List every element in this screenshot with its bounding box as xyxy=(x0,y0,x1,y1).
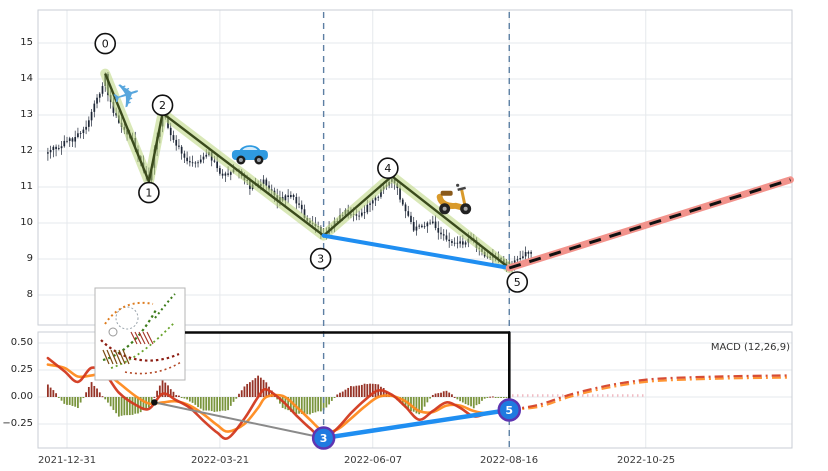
svg-text:4: 4 xyxy=(384,162,391,175)
wave-point-circle-2: 2 xyxy=(151,94,174,116)
price-ytick-11: 11 xyxy=(20,181,33,192)
macd-signal-forecast xyxy=(509,376,791,412)
inset-connector xyxy=(185,331,511,399)
forecast-projection xyxy=(505,176,794,272)
svg-text:5: 5 xyxy=(505,404,513,417)
svg-text:1: 1 xyxy=(145,186,152,199)
svg-text:2: 2 xyxy=(159,99,166,112)
svg-text:3: 3 xyxy=(320,432,328,445)
gridlines xyxy=(38,10,792,448)
price-ytick-15: 15 xyxy=(20,37,33,48)
macd-ytick-050: 0.50 xyxy=(10,337,33,348)
panel-borders xyxy=(37,9,793,449)
macd-support-line xyxy=(321,407,512,441)
wave-point-markers: 0 1 2 3 4 5 xyxy=(94,32,529,293)
macd-signal-line xyxy=(46,363,511,434)
svg-text:3: 3 xyxy=(317,252,324,265)
xtick-2022-10-25: 2022-10-25 xyxy=(616,455,676,466)
xtick-2021-12-31: 2021-12-31 xyxy=(37,455,97,466)
macd-lines xyxy=(46,356,791,440)
macd-point-markers: 35 xyxy=(311,398,522,450)
car-icon xyxy=(231,145,268,165)
macd-ytick-025: 0.25 xyxy=(10,364,33,375)
macd-ytick-n025: −0.25 xyxy=(2,418,33,429)
price-support-line xyxy=(321,233,512,270)
scooter-icon xyxy=(436,183,472,215)
xtick-2022-06-07: 2022-06-07 xyxy=(343,455,403,466)
elliott-wave-lines xyxy=(100,68,515,273)
price-ytick-10: 10 xyxy=(20,217,33,228)
wave-point-circle-5: 5 xyxy=(506,271,529,293)
macd-point-circle-3: 3 xyxy=(311,426,336,450)
wave-point-circle-3: 3 xyxy=(309,247,332,270)
price-ytick-14: 14 xyxy=(20,73,33,84)
wave-point-circle-1: 1 xyxy=(138,181,160,204)
svg-text:5: 5 xyxy=(514,276,521,289)
price-ytick-12: 12 xyxy=(20,145,33,156)
price-ytick-9: 9 xyxy=(26,253,33,264)
macd-main-line xyxy=(46,356,511,440)
price-ytick-13: 13 xyxy=(20,109,33,120)
price-ytick-8: 8 xyxy=(26,289,33,300)
xtick-2022-03-21: 2022-03-21 xyxy=(190,455,250,466)
wave-point-circle-4: 4 xyxy=(377,157,399,179)
wave-point-circle-0: 0 xyxy=(94,32,117,55)
macd-pattern-inset xyxy=(94,287,186,381)
macd-point-circle-5: 5 xyxy=(497,398,522,422)
macd-ytick-000: 0.00 xyxy=(10,391,33,402)
macd-divergence xyxy=(151,399,512,441)
macd-indicator-label: MACD (12,26,9) xyxy=(710,342,790,353)
macd-main-forecast xyxy=(509,374,791,412)
svg-text:0: 0 xyxy=(102,37,109,50)
xtick-2022-08-16: 2022-08-16 xyxy=(479,455,539,466)
